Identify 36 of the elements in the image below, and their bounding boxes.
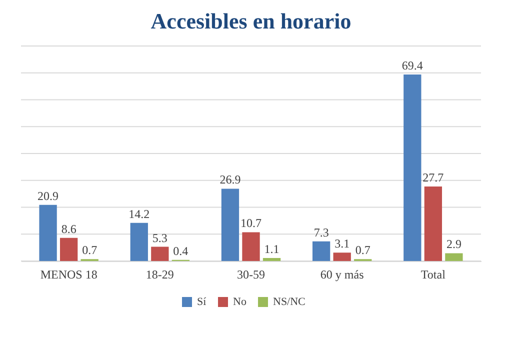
bar: [445, 253, 463, 261]
data-label: 8.6: [61, 222, 76, 236]
data-label: 69.4: [402, 58, 423, 72]
bar: [60, 238, 78, 261]
x-tick-label: 18-29: [146, 268, 174, 282]
bar: [130, 222, 148, 261]
bar: [404, 74, 422, 261]
bar: [221, 188, 240, 261]
chart-title: Accesibles en horario: [150, 8, 352, 34]
data-label: 0.7: [355, 243, 370, 258]
legend-label: Sí: [197, 296, 206, 308]
legend-label: No: [233, 296, 247, 308]
data-label: 0.7: [82, 243, 98, 258]
bar: [242, 232, 260, 261]
data-label: 3.1: [334, 236, 350, 251]
x-tick-label: Total: [420, 268, 446, 282]
data-label: 20.9: [38, 188, 59, 203]
bar: [262, 258, 281, 261]
data-label: 2.9: [446, 237, 462, 252]
x-tick-label: 30-59: [237, 268, 265, 282]
bar: [312, 241, 330, 261]
data-label: 0.4: [173, 244, 188, 258]
bar: [424, 186, 442, 261]
x-tick-label: 60 y más: [320, 268, 364, 282]
x-tick-label: MENOS 18: [40, 268, 98, 282]
bar: [151, 246, 169, 261]
bar: [39, 204, 57, 261]
data-label: 7.3: [314, 225, 329, 240]
data-label: 5.3: [152, 230, 168, 245]
data-label: 10.7: [240, 216, 262, 230]
data-label: 1.1: [264, 242, 280, 256]
data-label: 14.2: [128, 206, 150, 221]
bar: [333, 252, 351, 261]
data-label: 27.7: [422, 170, 444, 185]
data-label: 26.9: [220, 172, 241, 187]
legend-label: NS/NC: [273, 296, 306, 308]
